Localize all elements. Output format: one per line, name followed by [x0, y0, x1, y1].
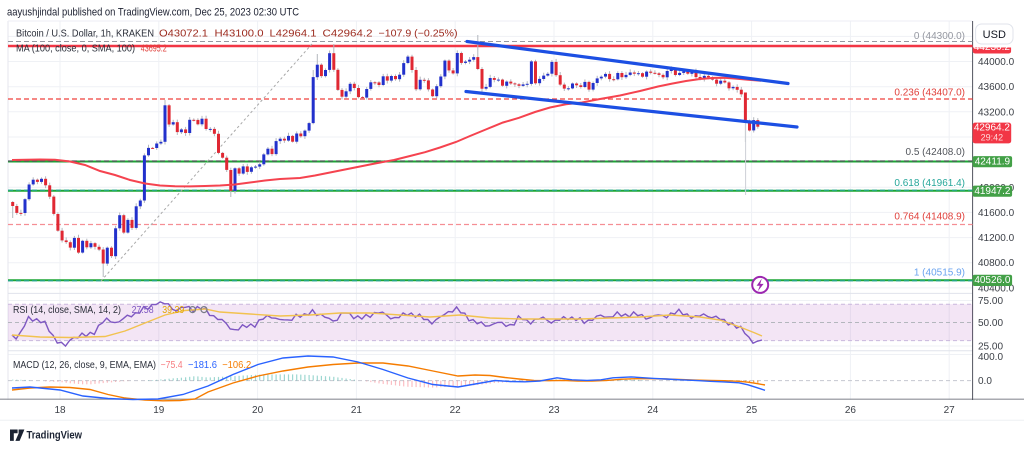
- svg-text:29:42: 29:42: [981, 133, 1004, 143]
- svg-text:27: 27: [944, 405, 956, 416]
- svg-text:43695.2: 43695.2: [141, 44, 167, 55]
- svg-text:24: 24: [647, 405, 659, 416]
- svg-text:42411.9: 42411.9: [975, 157, 1011, 168]
- svg-text:23: 23: [548, 405, 560, 416]
- svg-text:41947.2: 41947.2: [974, 186, 1011, 197]
- svg-text:1 (40515.9): 1 (40515.9): [914, 268, 965, 279]
- svg-text:40800.0: 40800.0: [978, 258, 1015, 269]
- svg-text:RSI (14, close, SMA, 14, 2): RSI (14, close, SMA, 14, 2): [13, 305, 121, 316]
- svg-text:O43072.1: O43072.1: [159, 29, 208, 40]
- svg-text:41200.0: 41200.0: [978, 233, 1015, 244]
- svg-text:−75.4: −75.4: [161, 360, 183, 371]
- svg-text:18: 18: [54, 405, 66, 416]
- svg-text:39.39: 39.39: [162, 305, 184, 316]
- svg-text:25.00: 25.00: [978, 342, 1003, 353]
- svg-text:27.58: 27.58: [132, 305, 154, 316]
- svg-text:MACD (12, 26, close, 9, EMA, E: MACD (12, 26, close, 9, EMA, EMA): [13, 360, 156, 371]
- svg-text:TradingView: TradingView: [27, 430, 83, 442]
- svg-text:−107.9 (−0.25%): −107.9 (−0.25%): [379, 29, 458, 40]
- svg-text:0 (44300.0): 0 (44300.0): [914, 31, 965, 42]
- svg-text:0.5 (42408.0): 0.5 (42408.0): [906, 147, 966, 158]
- svg-text:43200.0: 43200.0: [978, 107, 1015, 118]
- svg-text:42964.2: 42964.2: [974, 123, 1011, 134]
- svg-text:H43100.0: H43100.0: [215, 29, 264, 40]
- svg-text:21: 21: [351, 405, 363, 416]
- svg-text:40526.0: 40526.0: [974, 275, 1011, 286]
- svg-text:aayushjindal published on Trad: aayushjindal published on TradingView.co…: [7, 7, 299, 19]
- svg-text:25: 25: [746, 405, 758, 416]
- svg-text:0.236 (43407.0): 0.236 (43407.0): [894, 88, 965, 99]
- svg-text:40400.0: 40400.0: [978, 283, 1015, 294]
- svg-text:L42964.1: L42964.1: [270, 29, 317, 40]
- svg-text:0.764 (41408.9): 0.764 (41408.9): [894, 212, 965, 223]
- svg-text:75.00: 75.00: [978, 296, 1003, 307]
- svg-text:MA (100, close, 0, SMA, 100): MA (100, close, 0, SMA, 100): [16, 44, 135, 55]
- svg-text:USD: USD: [983, 29, 1006, 41]
- svg-text:44230.2: 44230.2: [974, 42, 1011, 53]
- svg-text:44000.0: 44000.0: [978, 57, 1015, 68]
- svg-text:50.00: 50.00: [978, 318, 1003, 329]
- svg-text:−106.2: −106.2: [222, 360, 251, 371]
- svg-text:19: 19: [153, 405, 165, 416]
- svg-text:41600.0: 41600.0: [978, 208, 1015, 219]
- svg-text:20: 20: [252, 405, 264, 416]
- svg-text:400.0: 400.0: [978, 352, 1003, 363]
- svg-text:43600.0: 43600.0: [978, 82, 1015, 93]
- svg-text:0.618 (41961.4): 0.618 (41961.4): [894, 178, 965, 189]
- svg-text:26: 26: [845, 405, 857, 416]
- svg-text:0.0: 0.0: [978, 376, 992, 387]
- svg-text:C42964.2: C42964.2: [323, 29, 373, 40]
- svg-text:22: 22: [450, 405, 462, 416]
- svg-text:−181.6: −181.6: [188, 360, 217, 371]
- svg-text:Bitcoin / U.S. Dollar, 1h, KRA: Bitcoin / U.S. Dollar, 1h, KRAKEN: [16, 29, 154, 40]
